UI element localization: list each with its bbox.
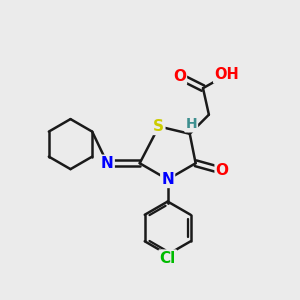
Text: O: O: [216, 163, 229, 178]
Text: Cl: Cl: [160, 250, 176, 266]
Text: O: O: [173, 69, 186, 84]
Text: N: N: [161, 172, 174, 187]
Text: OH: OH: [214, 68, 239, 82]
Text: H: H: [185, 117, 197, 131]
Text: S: S: [153, 119, 164, 134]
Text: N: N: [101, 156, 114, 171]
